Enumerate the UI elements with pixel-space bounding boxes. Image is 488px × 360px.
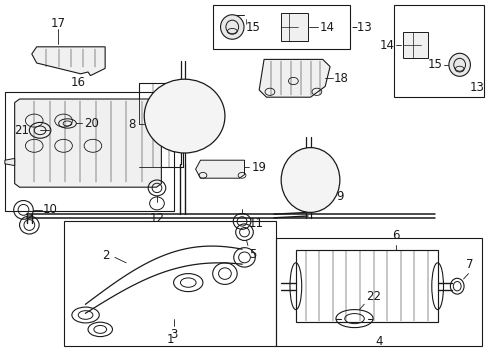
Text: 7: 7 (465, 258, 472, 271)
Bar (63, 221, 276, 346)
Text: 22: 22 (365, 290, 380, 303)
Text: 18: 18 (333, 72, 348, 85)
Text: 16: 16 (71, 76, 86, 89)
Text: 9: 9 (336, 190, 343, 203)
Text: 19: 19 (251, 161, 266, 174)
Bar (295, 250, 437, 322)
Polygon shape (259, 59, 329, 97)
Text: 20: 20 (84, 117, 99, 130)
Text: 10: 10 (43, 203, 58, 216)
Text: –13: –13 (350, 21, 371, 33)
Text: 2: 2 (102, 249, 110, 262)
Text: 3: 3 (169, 328, 177, 341)
Bar (403, 32, 427, 58)
Text: 13: 13 (468, 81, 483, 94)
Polygon shape (5, 158, 15, 166)
Bar (5, 92, 173, 211)
Polygon shape (195, 160, 244, 178)
Text: 1: 1 (166, 333, 174, 346)
Bar (281, 13, 307, 41)
Text: 14: 14 (319, 21, 334, 33)
Ellipse shape (448, 53, 469, 76)
Bar (393, 5, 483, 97)
Bar (212, 5, 349, 49)
Bar (139, 83, 183, 167)
Ellipse shape (220, 15, 244, 39)
Text: 5: 5 (249, 248, 256, 261)
Text: 14: 14 (379, 39, 394, 51)
Text: 11: 11 (248, 217, 263, 230)
Text: 21: 21 (14, 124, 29, 137)
Bar (276, 238, 481, 346)
Text: 8: 8 (128, 118, 136, 131)
Text: 12: 12 (149, 212, 164, 225)
Text: 6: 6 (391, 229, 399, 242)
Polygon shape (32, 47, 105, 76)
Text: 4: 4 (374, 335, 382, 348)
Ellipse shape (144, 79, 224, 153)
Polygon shape (15, 99, 161, 187)
Text: 17: 17 (50, 17, 65, 30)
Text: 15: 15 (427, 58, 442, 71)
Ellipse shape (281, 148, 339, 212)
Text: 15: 15 (245, 21, 260, 33)
